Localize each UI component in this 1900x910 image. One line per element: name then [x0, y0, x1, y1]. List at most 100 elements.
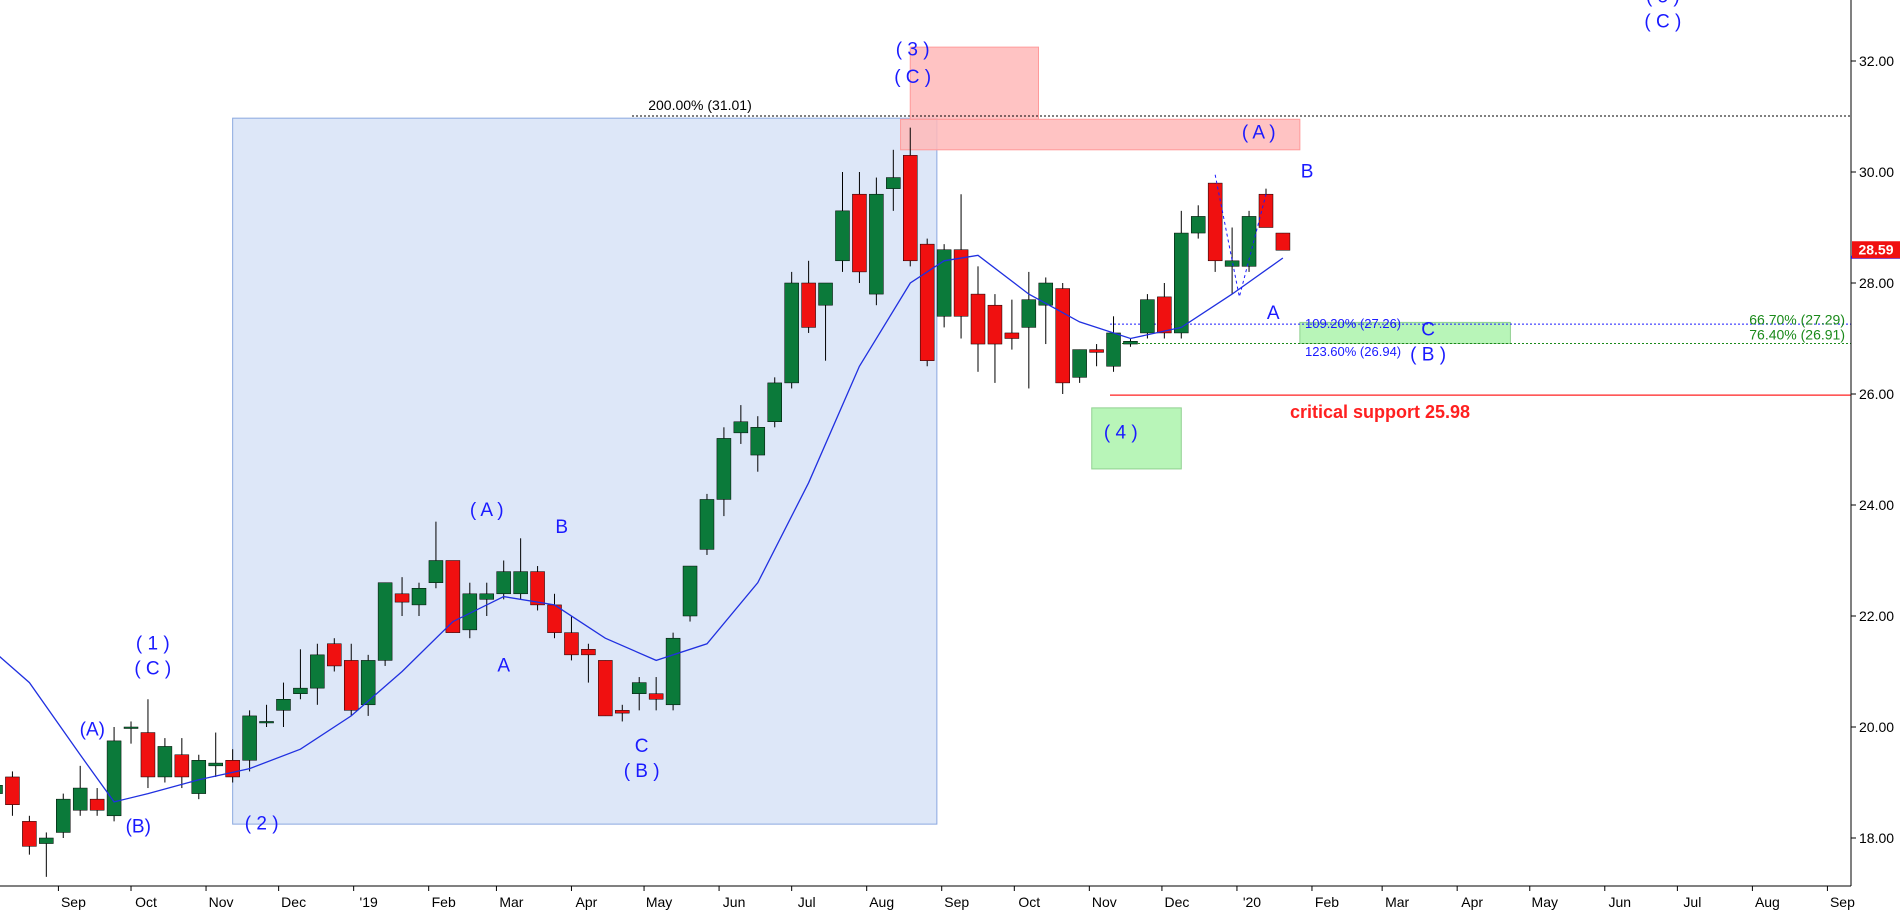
candle — [581, 643, 596, 683]
candle-body — [987, 304, 1003, 345]
candle — [276, 682, 291, 727]
x-tick-label: Jun — [723, 894, 746, 910]
x-tick-label: Sep — [1830, 894, 1855, 910]
candle — [1038, 277, 1054, 345]
level-label-667: 66.70% (27.29) — [1749, 311, 1845, 327]
candle — [310, 643, 325, 705]
candle — [0, 785, 3, 794]
candle — [1055, 283, 1070, 394]
candle-body — [1258, 193, 1274, 228]
candle — [56, 793, 71, 838]
candle — [1089, 344, 1104, 367]
wave-label: A — [497, 656, 510, 677]
candle — [140, 699, 156, 789]
candle-body — [919, 243, 935, 361]
candle-body — [1021, 299, 1037, 328]
candle — [835, 172, 850, 272]
candle-body — [953, 249, 969, 317]
candle-body — [22, 821, 37, 847]
candle — [462, 582, 478, 639]
candle-body — [106, 740, 122, 817]
y-tick-label: 32.00 — [1859, 53, 1894, 69]
candle-body — [1157, 296, 1172, 334]
candle — [784, 271, 799, 389]
candle — [1021, 271, 1037, 389]
target-zone-b — [1299, 321, 1511, 344]
x-tick-label: Mar — [1385, 894, 1409, 910]
wave-label: A — [1267, 303, 1280, 324]
candle — [39, 832, 54, 877]
x-tick-label: May — [646, 894, 672, 910]
candle — [682, 565, 698, 622]
candle — [750, 416, 766, 472]
candle — [22, 815, 37, 855]
candle — [242, 710, 257, 772]
candle-body — [1241, 216, 1257, 267]
candle-body — [360, 660, 376, 706]
candle — [1157, 283, 1172, 339]
candle-body — [293, 687, 308, 694]
candle-body — [1224, 260, 1240, 267]
candle — [564, 616, 579, 661]
candle-body — [818, 282, 833, 306]
wave-label: (B) — [126, 816, 151, 837]
candle-body — [1174, 232, 1189, 334]
candle-body — [225, 760, 240, 778]
x-tick-label: Oct — [1018, 894, 1040, 910]
wave-connector — [1214, 174, 1267, 298]
x-tick-label: Sep — [944, 894, 969, 910]
x-tick-label: Feb — [1315, 894, 1339, 910]
candle — [530, 566, 545, 611]
wave-label: ( B ) — [1410, 345, 1446, 366]
candle-body — [0, 785, 3, 794]
candle — [1241, 210, 1257, 272]
level-label-123: 123.60% (26.94) — [1305, 344, 1401, 359]
candle — [648, 677, 664, 711]
candle-body — [852, 193, 867, 273]
x-tick-label: Jul — [1683, 894, 1701, 910]
annotations-layer: (A) ( 1 ) ( C ) (B) ( 2 ) ( A ) A B C ( B ) ( 3 ) (… — [80, 0, 1682, 837]
candle — [377, 582, 393, 666]
candle — [496, 560, 511, 600]
candle-body — [1106, 332, 1121, 367]
candle-body — [496, 571, 511, 595]
candle-body — [564, 632, 579, 656]
wave-label: B — [1301, 162, 1314, 183]
y-tick-label: 22.00 — [1859, 608, 1894, 624]
x-tick-label: Dec — [1164, 894, 1189, 910]
candle — [631, 677, 647, 711]
candle — [259, 704, 274, 727]
moving-average-line — [0, 254, 1284, 803]
candle-body — [1089, 349, 1104, 353]
x-tick-label: Aug — [869, 894, 894, 910]
wave-label: ( C ) — [134, 658, 171, 679]
candle — [936, 244, 952, 328]
candle-body — [208, 762, 223, 767]
x-tick-label: Aug — [1755, 894, 1780, 910]
candle — [208, 732, 223, 777]
candle — [343, 643, 359, 716]
candle-body — [1072, 349, 1087, 378]
candle-body — [1055, 288, 1070, 384]
wave-4-box — [1091, 407, 1182, 470]
wave-label: ( A ) — [1242, 123, 1276, 144]
candle-body — [835, 210, 850, 262]
last-price-badge — [1852, 241, 1900, 259]
x-tick-label: Jul — [798, 894, 816, 910]
candle-body — [648, 693, 664, 700]
candle — [72, 765, 88, 816]
level-label-764: 76.40% (26.91) — [1749, 326, 1845, 342]
candle-body — [970, 293, 986, 345]
candle-body — [784, 282, 799, 384]
candle — [1224, 227, 1240, 295]
candle — [174, 738, 190, 789]
wave-3-box — [232, 117, 938, 825]
candle-body — [411, 588, 427, 606]
x-tick-label: Apr — [576, 894, 598, 910]
candle — [801, 260, 816, 333]
wave-label: C — [1421, 320, 1435, 341]
x-tick-label: Nov — [209, 894, 234, 910]
wave-label: ( C ) — [894, 67, 931, 88]
candle-body — [936, 249, 952, 317]
candle-body — [869, 193, 884, 295]
